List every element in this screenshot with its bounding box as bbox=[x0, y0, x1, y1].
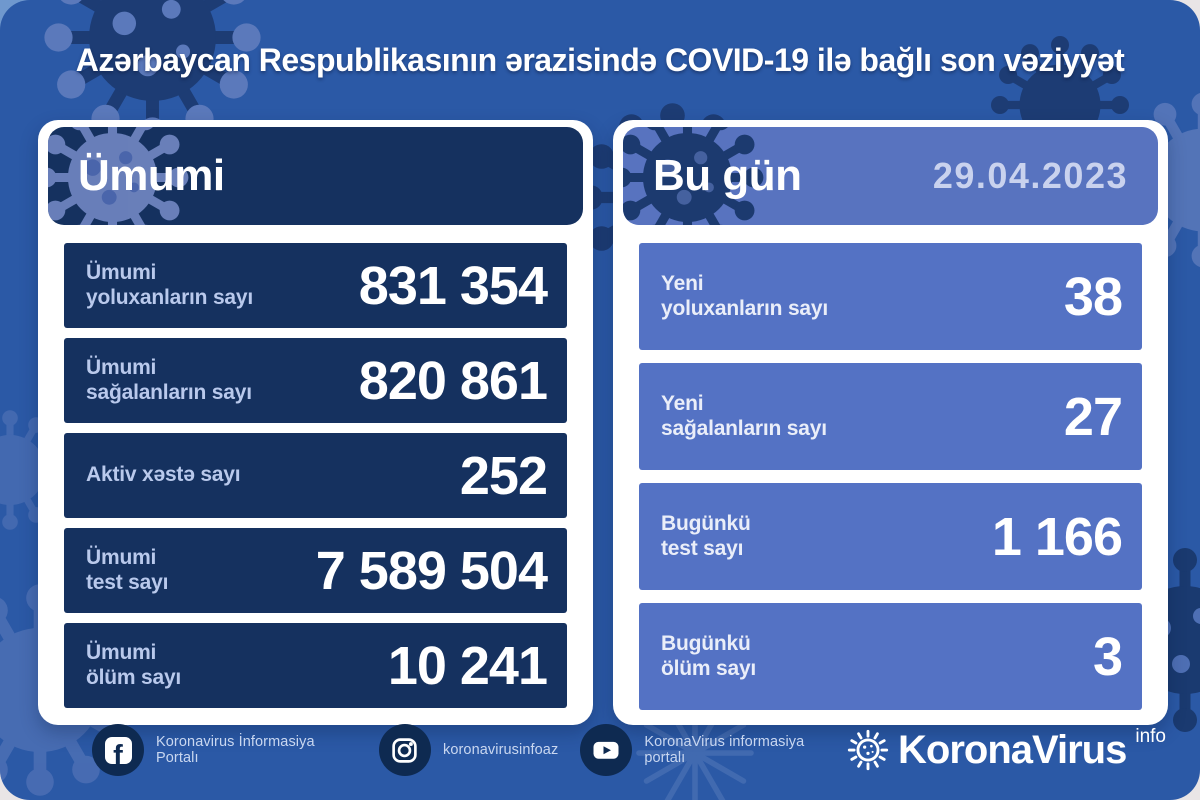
footer: f Koronavirus İnformasiya Portalı korona… bbox=[0, 712, 1200, 800]
instagram-icon bbox=[378, 724, 431, 776]
total-panel: Ümumi Ümumi yoluxanların sayı 831 354 Üm… bbox=[38, 120, 593, 725]
today-header-label: Bu gün bbox=[653, 151, 802, 200]
total-header-label: Ümumi bbox=[78, 151, 225, 200]
stat-label: Ümumi sağalanların sayı bbox=[86, 355, 252, 404]
stat-label: Ümumi test sayı bbox=[86, 545, 169, 594]
total-rows: Ümumi yoluxanların sayı 831 354 Ümumi sa… bbox=[64, 225, 567, 708]
report-date: 29.04.2023 bbox=[932, 155, 1128, 196]
stat-label: Aktiv xəstə sayı bbox=[86, 463, 241, 487]
today-panel-header: Bu gün 29.04.2023 bbox=[623, 127, 1158, 225]
brand-suffix: info bbox=[1135, 726, 1166, 747]
stat-label: Yeni yoluxanların sayı bbox=[661, 271, 829, 320]
stat-value: 252 bbox=[459, 445, 548, 506]
stat-value: 27 bbox=[1063, 386, 1123, 447]
stat-label: Yeni sağalanların sayı bbox=[661, 391, 827, 440]
instagram-label: koronavirusinfoaz bbox=[442, 742, 559, 758]
stat-value: 3 bbox=[1092, 626, 1123, 687]
stat-label: Bugünkü test sayı bbox=[661, 511, 751, 560]
stat-label: Ümumi yoluxanların sayı bbox=[86, 260, 254, 309]
brand-name: KoronaVirus bbox=[898, 727, 1127, 772]
stat-value: 7 589 504 bbox=[315, 540, 548, 601]
stat-value: 1 166 bbox=[991, 506, 1123, 567]
stat-row-total-tests: Ümumi test sayı 7 589 504 bbox=[64, 528, 567, 613]
stat-value: 10 241 bbox=[387, 635, 548, 696]
instagram-link[interactable]: koronavirusinfoaz bbox=[378, 724, 559, 776]
koronavirus-logo: KoronaVirus info bbox=[845, 726, 1166, 773]
stat-row-new-recovered: Yeni sağalanların sayı 27 bbox=[639, 363, 1142, 470]
facebook-label: Koronavirus İnformasiya Portalı bbox=[156, 734, 315, 766]
stat-row-total-infected: Ümumi yoluxanların sayı 831 354 bbox=[64, 243, 567, 328]
stat-row-new-infected: Yeni yoluxanların sayı 38 bbox=[639, 243, 1142, 350]
facebook-link[interactable]: f Koronavirus İnformasiya Portalı bbox=[92, 724, 357, 776]
stat-label: Ümumi ölüm sayı bbox=[86, 640, 182, 689]
youtube-link[interactable]: KoronaVirus informasiya portalı bbox=[580, 724, 845, 776]
stat-row-today-deaths: Bugünkü ölüm sayı 3 bbox=[639, 603, 1142, 710]
youtube-label: KoronaVirus informasiya portalı bbox=[644, 734, 805, 766]
stat-row-today-tests: Bugünkü test sayı 1 166 bbox=[639, 483, 1142, 590]
facebook-icon: f bbox=[92, 724, 144, 776]
today-rows: Yeni yoluxanların sayı 38 Yeni sağalanla… bbox=[639, 225, 1142, 710]
page-title: Azərbaycan Respublikasının ərazisində CO… bbox=[75, 42, 1125, 78]
total-panel-header: Ümumi bbox=[48, 127, 583, 225]
today-panel: Bu gün 29.04.2023 Yeni yoluxanların sayı… bbox=[613, 120, 1168, 725]
stat-row-total-deaths: Ümumi ölüm sayı 10 241 bbox=[64, 623, 567, 708]
youtube-icon bbox=[580, 724, 633, 776]
stat-label: Bugünkü ölüm sayı bbox=[661, 631, 757, 680]
stat-row-total-recovered: Ümumi sağalanların sayı 820 861 bbox=[64, 338, 567, 423]
virus-logo-icon bbox=[847, 729, 889, 771]
stat-value: 831 354 bbox=[358, 255, 548, 316]
stat-row-active-cases: Aktiv xəstə sayı 252 bbox=[64, 433, 567, 518]
stat-value: 38 bbox=[1063, 266, 1123, 327]
stats-panels: Ümumi Ümumi yoluxanların sayı 831 354 Üm… bbox=[38, 120, 1168, 725]
stat-value: 820 861 bbox=[358, 350, 548, 411]
